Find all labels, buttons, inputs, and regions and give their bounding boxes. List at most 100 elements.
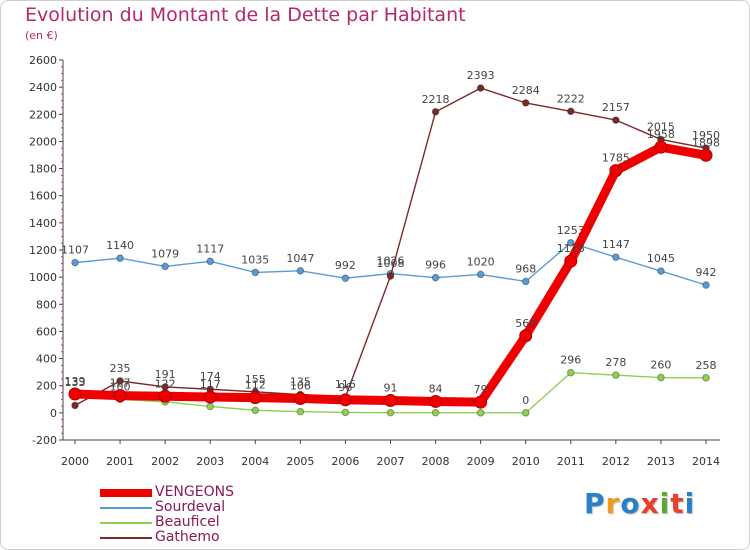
data-label-vengeons: 117 xyxy=(200,378,221,391)
x-tick-label: 2009 xyxy=(467,455,495,468)
legend-item-vengeons: VENGEONS xyxy=(100,485,360,500)
data-label-beauficel: 296 xyxy=(560,354,581,367)
x-tick-label: 2001 xyxy=(106,455,134,468)
data-label-gathemo: 2393 xyxy=(467,69,495,82)
x-tick-label: 2011 xyxy=(557,455,585,468)
data-point-sourdeval xyxy=(71,258,79,267)
x-tick-label: 2008 xyxy=(422,455,450,468)
data-point-gathemo xyxy=(612,116,620,124)
data-label-vengeons: 568 xyxy=(515,317,536,330)
data-point-beauficel xyxy=(521,409,530,417)
data-point-beauficel xyxy=(476,409,485,417)
logo-letter: P xyxy=(584,487,606,520)
legend-swatch-gathemo xyxy=(100,537,152,539)
data-point-sourdeval xyxy=(612,253,620,261)
data-point-beauficel xyxy=(341,408,350,417)
data-label-gathemo: 155 xyxy=(245,373,266,386)
data-label-sourdeval: 992 xyxy=(335,259,356,272)
legend-swatch-beauficel xyxy=(100,522,152,524)
data-label-vengeons: 91 xyxy=(384,382,398,395)
legend-item-beauficel: Beauficel xyxy=(100,515,360,530)
data-point-gathemo xyxy=(476,84,485,92)
y-tick-label: 2600 xyxy=(29,54,57,67)
data-label-sourdeval: 996 xyxy=(425,259,446,272)
data-point-beauficel xyxy=(612,371,620,379)
data-point-vengeons xyxy=(519,329,533,343)
data-label-gathemo: 174 xyxy=(200,370,221,383)
data-label-vengeons: 96 xyxy=(338,381,352,394)
chart-title: Evolution du Montant de la Dette par Hab… xyxy=(25,4,466,26)
data-point-beauficel xyxy=(386,408,395,417)
data-point-gathemo xyxy=(521,99,530,107)
x-tick-label: 2000 xyxy=(61,455,89,468)
logo-letter: r xyxy=(605,487,621,520)
data-point-gathemo xyxy=(566,107,575,116)
data-label-gathemo: 116 xyxy=(335,378,356,391)
data-label-gathemo: 2015 xyxy=(647,120,675,133)
data-label-vengeons: 139 xyxy=(65,375,86,388)
data-point-gathemo xyxy=(71,401,79,410)
data-label-vengeons: 127 xyxy=(110,377,131,390)
data-label-beauficel: 0 xyxy=(522,394,529,407)
logo-letter: x xyxy=(640,487,660,520)
data-point-beauficel xyxy=(431,408,440,417)
data-point-vengeons xyxy=(158,389,172,403)
data-label-sourdeval: 942 xyxy=(696,266,717,279)
legend: VENGEONS Sourdeval Beauficel Gathemo xyxy=(100,485,360,545)
x-tick-label: 2006 xyxy=(331,455,359,468)
data-point-vengeons xyxy=(564,254,578,268)
y-tick-label: 1000 xyxy=(29,271,57,284)
data-label-sourdeval: 1107 xyxy=(61,244,89,257)
data-point-vengeons xyxy=(113,389,127,403)
line-chart: -200 0 200 400 600 800 1000 1200 1400 1600 1800 200… xyxy=(29,54,720,468)
data-label-sourdeval: 1079 xyxy=(151,247,179,260)
data-label-gathemo: 135 xyxy=(290,376,311,389)
logo-letter: t xyxy=(670,487,685,520)
data-label-sourdeval: 1020 xyxy=(467,255,495,268)
legend-label-sourdeval: Sourdeval xyxy=(155,499,226,515)
data-label-gathemo: 2284 xyxy=(512,84,540,97)
x-tick-label: 2013 xyxy=(647,455,675,468)
data-label-sourdeval: 1253 xyxy=(557,224,585,237)
x-tick-label: 2014 xyxy=(692,455,720,468)
legend-item-sourdeval: Sourdeval xyxy=(100,500,360,515)
data-point-vengeons xyxy=(654,140,668,154)
y-tick-label: 1600 xyxy=(29,190,57,203)
data-point-beauficel xyxy=(206,402,215,411)
data-label-sourdeval: 1147 xyxy=(602,238,630,251)
data-point-sourdeval xyxy=(161,262,169,271)
data-point-vengeons xyxy=(429,394,443,408)
data-label-vengeons: 84 xyxy=(429,382,443,395)
y-tick-label: 800 xyxy=(36,298,57,311)
legend-label-gathemo: Gathemo xyxy=(155,529,220,545)
logo-letter: o xyxy=(620,487,641,520)
data-label-sourdeval: 968 xyxy=(515,262,536,275)
x-tick-label: 2005 xyxy=(286,455,314,468)
x-tick-label: 2004 xyxy=(241,455,269,468)
x-tick-label: 2002 xyxy=(151,455,179,468)
data-point-vengeons xyxy=(384,394,397,408)
y-tick-label: 400 xyxy=(36,353,57,366)
data-label-vengeons: 106 xyxy=(290,379,311,392)
y-tick-label: 2200 xyxy=(29,108,57,121)
data-point-gathemo xyxy=(431,108,440,116)
data-point-beauficel xyxy=(296,407,305,416)
data-label-beauficel: 258 xyxy=(696,359,717,372)
x-tick-label: 2012 xyxy=(602,455,630,468)
y-tick-label: 1200 xyxy=(29,244,57,257)
data-point-vengeons xyxy=(338,393,352,407)
y-tick-label: 1800 xyxy=(29,163,57,176)
y-tick-label: 2400 xyxy=(29,81,57,94)
data-point-vengeons xyxy=(248,391,262,405)
data-point-vengeons xyxy=(699,148,713,162)
data-point-sourdeval xyxy=(657,267,665,275)
legend-label-beauficel: Beauficel xyxy=(155,514,220,530)
data-point-vengeons xyxy=(293,391,307,405)
data-point-vengeons xyxy=(68,387,82,401)
data-label-beauficel: 133 xyxy=(65,376,86,389)
data-label-vengeons: 1118 xyxy=(557,242,585,255)
data-label-gathemo: 1008 xyxy=(377,257,405,270)
data-label-vengeons: 1785 xyxy=(602,152,630,165)
logo-letter: i xyxy=(684,487,696,520)
legend-item-gathemo: Gathemo xyxy=(100,530,360,545)
